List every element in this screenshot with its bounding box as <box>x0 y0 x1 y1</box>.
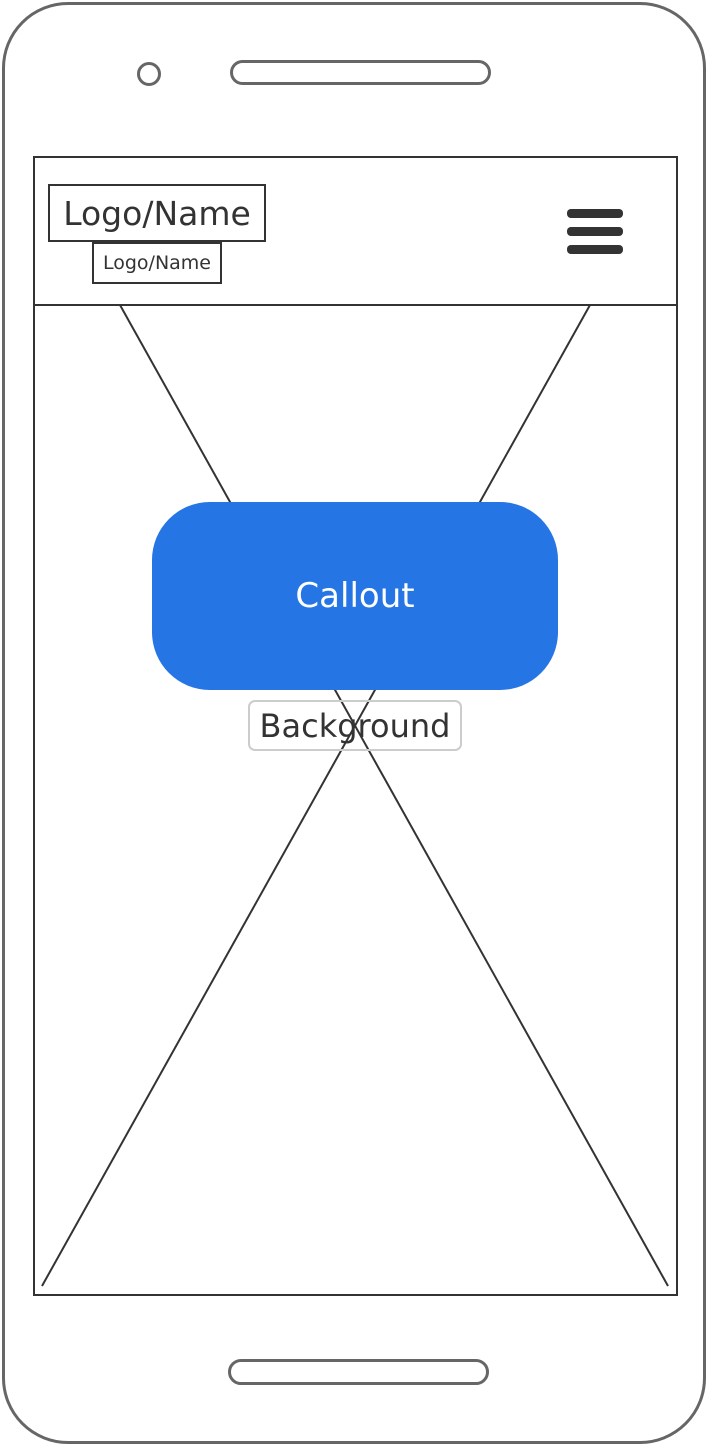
home-button[interactable] <box>228 1359 489 1385</box>
callout-button[interactable]: Callout <box>152 502 558 690</box>
menu-bar-bottom <box>567 245 623 254</box>
menu-bar-middle <box>567 227 623 236</box>
background-label: Background <box>248 700 462 751</box>
camera-icon <box>137 62 161 86</box>
app-header <box>33 156 678 306</box>
speaker-grille <box>230 60 491 85</box>
menu-bar-top <box>567 209 623 218</box>
hamburger-menu-icon[interactable] <box>564 206 626 258</box>
logo-name-small[interactable]: Logo/Name <box>92 242 222 284</box>
logo-name[interactable]: Logo/Name <box>48 184 266 242</box>
